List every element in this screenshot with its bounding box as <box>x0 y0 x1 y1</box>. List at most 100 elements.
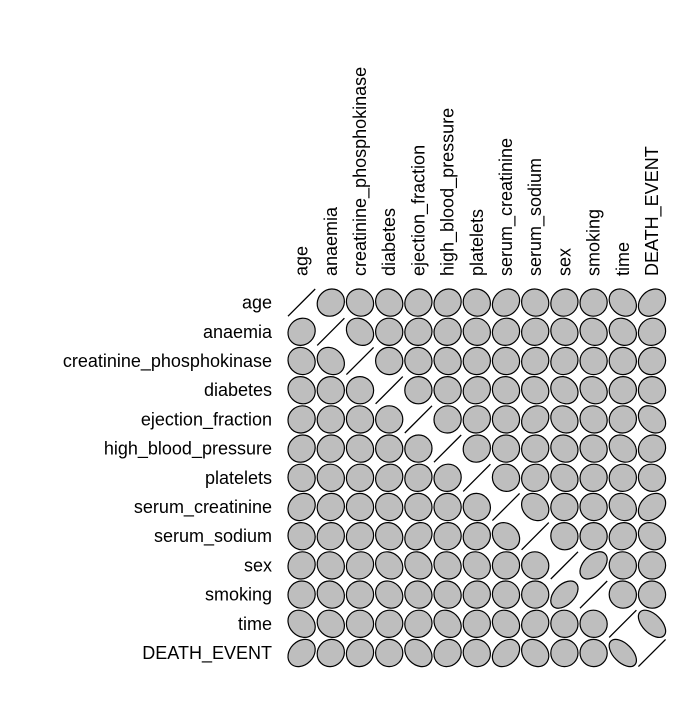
corr-ellipse-creatinine_phosphokinase-sex <box>550 346 579 376</box>
diagonal-mark-DEATH_EVENT <box>637 638 667 668</box>
corr-ellipse-serum_sodium-smoking <box>579 522 608 551</box>
column-label-sex: sex <box>554 248 574 276</box>
row-label-sex: sex <box>244 555 272 575</box>
corr-ellipse-high_blood_pressure-sex <box>550 434 579 463</box>
corr-ellipse-creatinine_phosphokinase-serum_sodium <box>520 346 550 376</box>
corr-ellipse-high_blood_pressure-DEATH_EVENT <box>637 434 667 463</box>
corr-ellipse-age-serum_sodium <box>520 288 550 317</box>
corr-ellipse-anaemia-diabetes <box>374 317 404 347</box>
corr-ellipse-creatinine_phosphokinase-platelets <box>462 346 492 376</box>
corr-ellipse-platelets-time <box>608 463 638 493</box>
corr-ellipse-serum_sodium-diabetes <box>375 522 404 551</box>
corr-ellipse-smoking-age <box>287 580 316 609</box>
row-label-high_blood_pressure: high_blood_pressure <box>104 439 272 460</box>
corr-ellipse-diabetes-platelets <box>462 376 491 405</box>
corr-ellipse-sex-serum_sodium <box>521 551 550 580</box>
corr-ellipse-platelets-serum_creatinine <box>491 463 521 493</box>
corr-ellipse-sex-ejection_fraction <box>404 551 433 580</box>
corr-ellipse-serum_sodium-creatinine_phosphokinase <box>345 521 375 551</box>
corr-ellipse-serum_creatinine-diabetes <box>374 492 404 522</box>
corr-ellipse-DEATH_EVENT-high_blood_pressure <box>433 638 462 668</box>
corr-ellipse-age-serum_creatinine <box>491 288 521 317</box>
corr-ellipse-serum_creatinine-creatinine_phosphokinase <box>345 492 375 522</box>
corr-ellipse-DEATH_EVENT-diabetes <box>375 638 404 668</box>
corr-ellipse-DEATH_EVENT-age <box>287 638 316 668</box>
column-label-anaemia: anaemia <box>321 206 341 276</box>
corr-ellipse-creatinine_phosphokinase-DEATH_EVENT <box>637 346 667 376</box>
corr-ellipse-platelets-high_blood_pressure <box>433 463 462 493</box>
corr-ellipse-diabetes-age <box>287 376 316 405</box>
column-label-platelets: platelets <box>467 209 487 276</box>
diagonal-mark-ejection_fraction <box>404 405 433 434</box>
corr-ellipse-anaemia-time <box>608 317 637 346</box>
corr-ellipse-time-platelets <box>462 609 492 639</box>
corr-ellipse-smoking-time <box>608 580 638 609</box>
row-label-serum_sodium: serum_sodium <box>154 526 272 547</box>
corr-ellipse-ejection_fraction-sex <box>550 405 579 434</box>
column-label-DEATH_EVENT: DEATH_EVENT <box>642 146 663 276</box>
corr-ellipse-anaemia-sex <box>550 317 579 346</box>
corr-ellipse-smoking-diabetes <box>375 580 404 609</box>
corr-ellipse-time-anaemia <box>316 609 345 638</box>
corr-ellipse-serum_sodium-DEATH_EVENT <box>637 522 667 551</box>
corr-ellipse-anaemia-creatinine_phosphokinase <box>345 317 375 347</box>
corr-ellipse-diabetes-time <box>608 376 637 405</box>
row-label-ejection_fraction: ejection_fraction <box>141 409 272 430</box>
column-label-smoking: smoking <box>584 209 604 276</box>
corr-ellipse-sex-diabetes <box>375 551 404 580</box>
corr-ellipse-anaemia-serum_sodium <box>520 317 550 347</box>
corr-ellipse-sex-platelets <box>462 551 492 580</box>
row-label-serum_creatinine: serum_creatinine <box>134 497 272 518</box>
corr-ellipse-ejection_fraction-serum_sodium <box>520 405 550 434</box>
corr-ellipse-DEATH_EVENT-ejection_fraction <box>404 638 433 668</box>
row-label-age: age <box>242 293 272 313</box>
corr-ellipse-high_blood_pressure-diabetes <box>374 434 404 463</box>
corr-ellipse-ejection_fraction-serum_creatinine <box>491 405 521 434</box>
corr-ellipse-DEATH_EVENT-creatinine_phosphokinase <box>345 638 375 668</box>
corr-ellipse-serum_sodium-high_blood_pressure <box>433 521 462 551</box>
corr-ellipse-creatinine_phosphokinase-smoking <box>579 346 608 376</box>
corr-ellipse-serum_creatinine-smoking <box>579 492 608 522</box>
corr-ellipse-smoking-serum_sodium <box>521 580 550 609</box>
corr-ellipse-platelets-smoking <box>579 463 608 492</box>
corr-ellipse-high_blood_pressure-ejection_fraction <box>404 434 433 463</box>
corr-ellipse-DEATH_EVENT-time <box>608 638 637 668</box>
corr-ellipse-time-serum_sodium <box>521 609 550 638</box>
corr-ellipse-creatinine_phosphokinase-diabetes <box>374 346 404 376</box>
corr-ellipse-creatinine_phosphokinase-age <box>287 346 316 376</box>
corr-ellipse-ejection_fraction-anaemia <box>316 405 345 434</box>
corr-ellipse-time-creatinine_phosphokinase <box>345 609 375 639</box>
corr-ellipse-platelets-age <box>287 463 316 493</box>
corr-ellipse-age-sex <box>550 288 579 317</box>
corr-ellipse-creatinine_phosphokinase-serum_creatinine <box>491 346 521 376</box>
corr-ellipse-serum_creatinine-sex <box>550 492 579 522</box>
corr-ellipse-DEATH_EVENT-smoking <box>579 638 608 668</box>
corr-ellipse-serum_creatinine-DEATH_EVENT <box>637 492 667 522</box>
corr-ellipse-sex-high_blood_pressure <box>433 551 462 580</box>
corr-ellipse-age-anaemia <box>316 288 345 317</box>
corr-ellipse-platelets-diabetes <box>375 463 404 492</box>
corr-ellipse-serum_sodium-anaemia <box>316 521 346 551</box>
corr-ellipse-platelets-anaemia <box>316 463 346 493</box>
corr-ellipse-serum_creatinine-high_blood_pressure <box>433 492 462 522</box>
corr-ellipse-ejection_fraction-diabetes <box>375 405 404 434</box>
corr-ellipse-time-diabetes <box>375 609 404 638</box>
corr-ellipse-smoking-anaemia <box>316 580 346 609</box>
diagonal-mark-smoking <box>579 580 608 609</box>
diagonal-mark-serum_creatinine <box>491 492 521 522</box>
corr-ellipse-sex-smoking <box>579 551 608 580</box>
corr-ellipse-age-time <box>608 288 637 317</box>
corr-ellipse-creatinine_phosphokinase-high_blood_pressure <box>433 346 462 376</box>
corr-ellipse-diabetes-serum_sodium <box>521 376 550 405</box>
corr-ellipse-platelets-ejection_fraction <box>404 463 433 493</box>
corr-ellipse-smoking-ejection_fraction <box>404 580 433 609</box>
corr-ellipse-anaemia-platelets <box>462 317 492 347</box>
row-label-time: time <box>238 614 272 634</box>
corr-ellipse-serum_sodium-sex <box>550 522 579 551</box>
column-labels: age anaemia creatinine_phosphokinase diabet… <box>292 67 663 276</box>
corr-ellipse-ejection_fraction-age <box>287 405 316 434</box>
corr-ellipse-serum_sodium-serum_creatinine <box>491 521 521 551</box>
corr-ellipse-smoking-serum_creatinine <box>491 580 521 609</box>
diagonal-mark-age <box>287 288 316 317</box>
corr-ellipse-ejection_fraction-DEATH_EVENT <box>637 405 667 434</box>
